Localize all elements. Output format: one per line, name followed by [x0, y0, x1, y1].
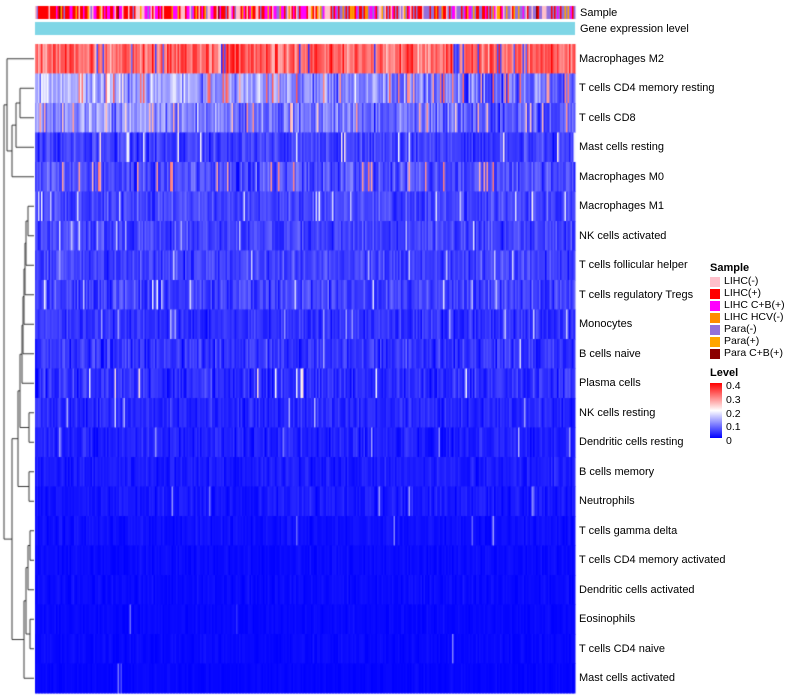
sample-annotation-label: Sample — [580, 7, 618, 19]
row-label: NK cells resting — [579, 406, 656, 419]
row-label: Dendritic cells resting — [579, 436, 684, 449]
row-label: Neutrophils — [579, 495, 635, 508]
legend-entry: LIHC HCV(-) — [710, 312, 800, 323]
legend-entry: LIHC C+B(+) — [710, 300, 800, 311]
legend-swatch — [710, 300, 720, 311]
legend-entry-label: Para(-) — [724, 323, 757, 335]
legend-entry: LIHC(-) — [710, 276, 800, 287]
legend-swatch — [710, 324, 720, 335]
legend-entry-label: LIHC(+) — [724, 287, 762, 299]
level-legend: 0.4 0.3 0.2 0.1 0 — [710, 380, 800, 447]
row-label: T cells CD8 — [579, 111, 636, 124]
level-tick-label: 0.3 — [726, 393, 741, 406]
legend-sample-title: Sample — [710, 262, 750, 274]
legend-entry-label: LIHC(-) — [724, 275, 759, 287]
legend-level-title: Level — [710, 367, 739, 379]
row-label: T cells CD4 memory activated — [579, 554, 726, 567]
legend-swatch — [710, 348, 720, 359]
legend-entry: Para C+B(+) — [710, 348, 800, 359]
level-ticks: 0.4 0.3 0.2 0.1 0 — [726, 380, 766, 447]
row-label: Macrophages M2 — [579, 52, 664, 65]
row-label: T cells gamma delta — [579, 524, 678, 537]
level-tick-label: 0.1 — [726, 421, 741, 434]
level-tick-label: 0.4 — [726, 380, 741, 392]
row-label: B cells naive — [579, 347, 641, 360]
legend-swatch — [710, 336, 720, 347]
gene-expression-annotation-label: Gene expression level — [580, 23, 689, 35]
legend-entry-label: LIHC C+B(+) — [724, 299, 785, 311]
legend-entry: LIHC(+) — [710, 288, 800, 299]
level-tick-label: 0.2 — [726, 407, 741, 420]
row-label: NK cells activated — [579, 229, 667, 242]
row-label: T cells CD4 memory resting — [579, 82, 715, 95]
legend-swatch — [710, 276, 720, 287]
legend-entry-label: Para C+B(+) — [724, 347, 783, 359]
row-label: Dendritic cells activated — [579, 583, 695, 596]
level-tick-label: 0 — [726, 435, 732, 447]
row-label: Mast cells resting — [579, 141, 664, 154]
legend: Sample LIHC(-) LIHC(+) LIHC C+B(+) LIHC HCV… — [710, 262, 800, 447]
row-label: T cells follicular helper — [579, 259, 688, 272]
legend-entry-label: Para(+) — [724, 335, 760, 347]
legend-swatch — [710, 288, 720, 299]
legend-entry: Para(-) — [710, 324, 800, 335]
row-label: T cells CD4 naive — [579, 642, 665, 655]
row-label: Macrophages M1 — [579, 200, 664, 213]
row-label: Macrophages M0 — [579, 170, 664, 183]
row-label: T cells regulatory Tregs — [579, 288, 694, 301]
legend-swatch — [710, 312, 720, 323]
level-gradient-bar — [710, 383, 722, 438]
row-label: Monocytes — [579, 318, 633, 331]
row-label: Mast cells activated — [579, 672, 675, 685]
row-label: B cells memory — [579, 465, 655, 478]
legend-entry-label: LIHC HCV(-) — [724, 311, 784, 323]
row-label: Plasma cells — [579, 377, 641, 390]
row-label: Eosinophils — [579, 613, 636, 626]
legend-entry: Para(+) — [710, 336, 800, 347]
legend-sample-entries: LIHC(-) LIHC(+) LIHC C+B(+) LIHC HCV(-) Para… — [710, 276, 800, 359]
